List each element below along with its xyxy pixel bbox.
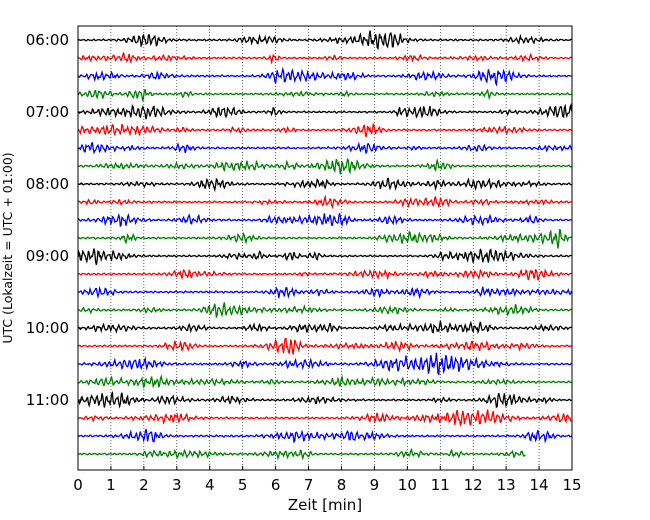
x-axis-ticks: 0 1 2 3 4 5 6 7 8 9 10 11 12 13 14 15	[73, 466, 582, 494]
y-tick-label-07:00: 07:00	[26, 103, 69, 121]
y-tick-label-06:00: 06:00	[26, 31, 69, 49]
x-axis-label: Zeit [min]	[288, 496, 362, 514]
x-tick-label-0: 0	[73, 476, 83, 494]
trace-1015	[77, 337, 572, 355]
trace-0900	[77, 248, 572, 265]
trace-0615	[77, 52, 572, 65]
x-tick-label-7: 7	[304, 476, 314, 494]
trace-1030	[77, 352, 573, 376]
trace-1130	[77, 428, 573, 444]
x-tick-label-1: 1	[106, 476, 116, 494]
y-axis-label: UTC (Lokalzeit = UTC + 01:00)	[0, 152, 15, 343]
trace-1145	[77, 447, 526, 461]
trace-0945	[77, 302, 572, 318]
x-tick-label-10: 10	[398, 476, 417, 494]
trace-0645	[77, 88, 572, 102]
trace-0715	[77, 122, 572, 138]
y-tick-label-08:00: 08:00	[26, 175, 69, 193]
x-tick-label-11: 11	[431, 476, 450, 494]
trace-1100	[77, 390, 572, 409]
x-tick-label-12: 12	[464, 476, 483, 494]
plot-frame	[77, 25, 573, 471]
trace-1115	[77, 409, 572, 427]
trace-0830	[77, 212, 572, 228]
y-tick-label-09:00: 09:00	[26, 247, 69, 265]
trace-1045	[77, 374, 572, 389]
y-tick-label-10:00: 10:00	[26, 319, 69, 337]
trace-0930	[77, 285, 573, 300]
trace-0815	[77, 194, 572, 210]
x-tick-label-5: 5	[238, 476, 248, 494]
x-tick-label-2: 2	[139, 476, 149, 494]
x-tick-label-15: 15	[562, 476, 581, 494]
x-tick-label-3: 3	[172, 476, 182, 494]
trace-0700	[77, 102, 573, 120]
trace-0600	[77, 30, 572, 50]
trace-0800	[77, 177, 572, 193]
y-tick-label-11:00: 11:00	[26, 391, 69, 409]
x-tick-label-8: 8	[337, 476, 347, 494]
trace-0915	[77, 268, 572, 281]
trace-0845	[77, 228, 572, 249]
y-axis-ticks: 06:00 07:00 08:00 09:00 10:00 11:00	[26, 31, 82, 409]
trace-0630	[77, 66, 572, 87]
trace-1000	[77, 320, 572, 335]
trace-0730	[77, 141, 573, 155]
x-tick-label-6: 6	[271, 476, 281, 494]
seismic-traces	[77, 30, 573, 461]
x-tick-label-13: 13	[497, 476, 516, 494]
x-tick-label-9: 9	[370, 476, 380, 494]
trace-0745	[77, 157, 572, 175]
x-tick-label-14: 14	[530, 476, 549, 494]
x-tick-label-4: 4	[205, 476, 215, 494]
